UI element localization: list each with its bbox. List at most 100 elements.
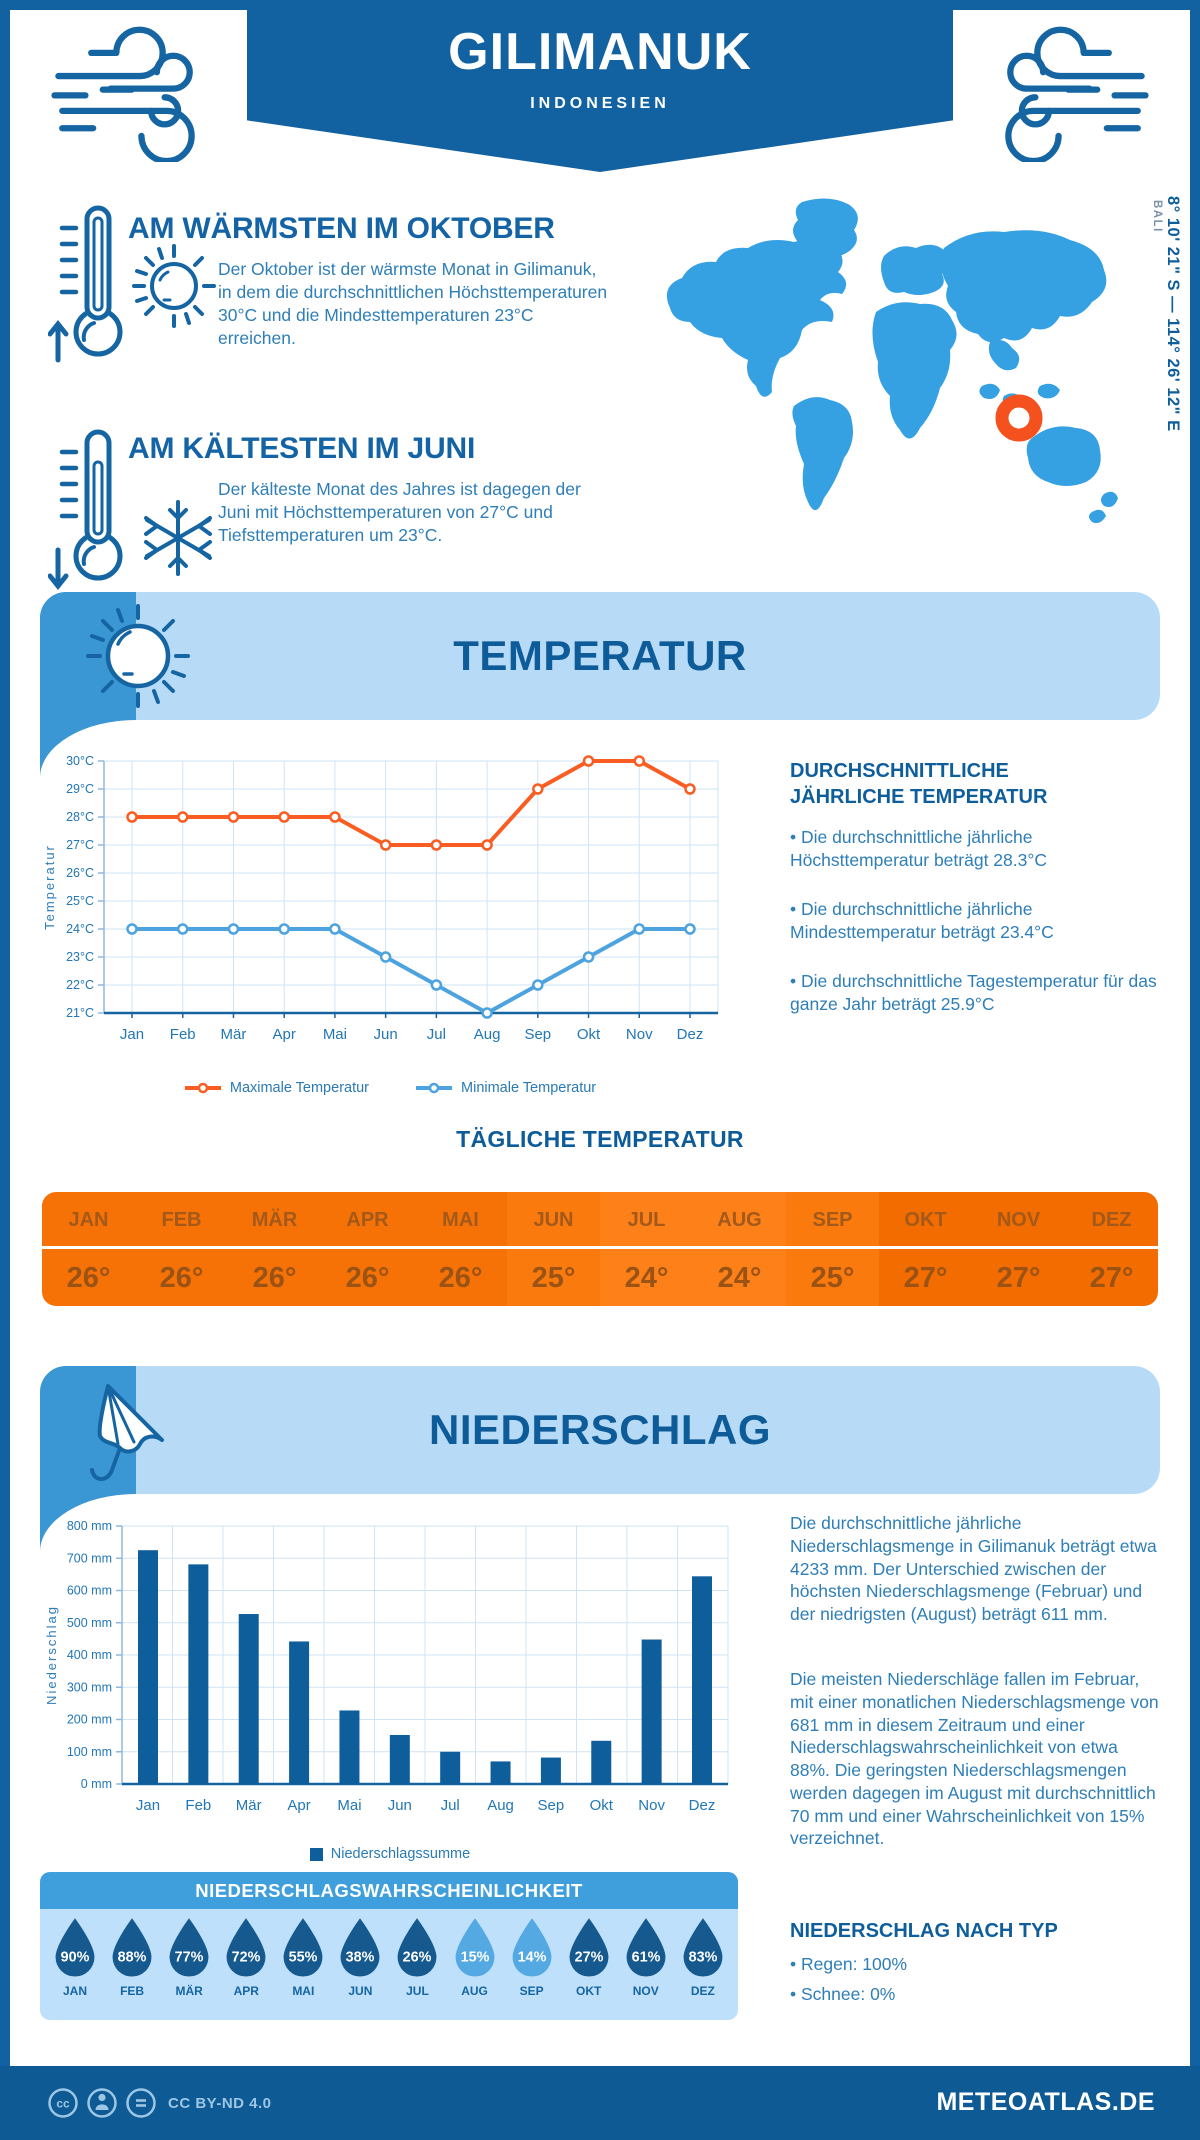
wind-icon — [42, 22, 237, 167]
svg-text:15%: 15% — [460, 1950, 489, 1966]
coordinates-text: 8° 10' 21" S — 114° 26' 12" E — [1164, 196, 1182, 432]
legend-item: Minimale Temperatur — [415, 1080, 596, 1096]
month-label: APR — [233, 1984, 259, 1998]
droplet-icon: 27% — [569, 1918, 609, 1977]
svg-text:Okt: Okt — [590, 1797, 614, 1814]
svg-text:Aug: Aug — [474, 1026, 501, 1043]
svg-text:72%: 72% — [232, 1950, 261, 1966]
svg-text:21°C: 21°C — [66, 1006, 94, 1020]
license-text: CC BY-ND 4.0 — [168, 2094, 272, 2112]
umbrella-banner-icon — [74, 1376, 194, 1501]
daily-temp-column: JUL 24° — [600, 1192, 693, 1306]
month-label: APR — [346, 1209, 389, 1231]
bar — [289, 1641, 310, 1784]
svg-text:Temperatur: Temperatur — [42, 844, 57, 930]
bar — [490, 1761, 511, 1784]
droplet-icon: 26% — [398, 1918, 437, 1977]
svg-text:Jun: Jun — [374, 1026, 398, 1043]
svg-text:Mai: Mai — [323, 1026, 347, 1043]
svg-text:300 mm: 300 mm — [67, 1680, 112, 1694]
probability-droplet: 61% NOV — [621, 1915, 671, 1998]
thermometer-down-icon — [47, 424, 132, 599]
bar — [389, 1734, 410, 1784]
probability-droplet: 15% AUG — [450, 1915, 500, 1998]
precip-probability-panel: NIEDERSCHLAGSWAHRSCHEINLICHKEIT 90% JAN 88… — [40, 1872, 738, 2020]
daily-temp-column: JAN 26° — [42, 1192, 135, 1306]
svg-text:90%: 90% — [61, 1950, 90, 1966]
month-label: FEB — [120, 1984, 145, 1998]
page-title: GILIMANUK — [448, 23, 752, 81]
bar — [540, 1757, 561, 1784]
svg-text:Sep: Sep — [538, 1797, 565, 1814]
daily-temp-heading: TÄGLICHE TEMPERATUR — [456, 1126, 744, 1152]
month-label: MAI — [442, 1209, 479, 1231]
svg-text:0 mm: 0 mm — [81, 1777, 112, 1791]
daily-temp-column: MÄR 26° — [228, 1192, 321, 1306]
precipitation-section-title: NIEDERSCHLAG — [428, 1406, 772, 1453]
month-label: JUN — [348, 1984, 373, 1998]
droplet-icon: 61% — [626, 1918, 666, 1977]
svg-text:Mär: Mär — [221, 1026, 247, 1043]
svg-text:Sep: Sep — [524, 1026, 551, 1043]
banner-cap — [40, 592, 136, 778]
svg-text:26°C: 26°C — [66, 866, 94, 880]
svg-text:28°C: 28°C — [66, 810, 94, 824]
bar — [591, 1740, 612, 1784]
precip-type-heading: NIEDERSCHLAG NACH TYP — [790, 1920, 1058, 1942]
svg-text:26%: 26% — [403, 1950, 432, 1966]
daily-temp-column: SEP 25° — [786, 1192, 879, 1306]
svg-text:100 mm: 100 mm — [67, 1745, 112, 1759]
svg-text:Apr: Apr — [273, 1026, 296, 1043]
month-label: MÄR — [251, 1209, 298, 1231]
month-label: DEZ — [1091, 1209, 1132, 1231]
license-block: cc CC BY-ND 4.0 — [46, 2086, 272, 2120]
svg-text:Nov: Nov — [626, 1026, 653, 1043]
probability-droplet: 72% APR — [221, 1915, 271, 1998]
annual-bullet: Die durchschnittliche jährliche Mindestt… — [790, 898, 1150, 944]
sun-icon — [126, 238, 222, 339]
precip-type-bullet: Regen: 100% — [790, 1953, 1160, 1976]
legend-item: Maximale Temperatur — [184, 1080, 369, 1096]
temperature-chart-legend: Maximale Temperatur Minimale Temperatur — [40, 1080, 740, 1096]
annual-bullet: Die durchschnittliche Tagestemperatur fü… — [790, 970, 1160, 1016]
month-label: FEB — [161, 1209, 202, 1231]
svg-text:Apr: Apr — [287, 1797, 310, 1814]
precip-probability-heading: NIEDERSCHLAGSWAHRSCHEINLICHKEIT — [40, 1872, 738, 1909]
temp-value: 27° — [972, 1246, 1065, 1306]
svg-text:22°C: 22°C — [66, 978, 94, 992]
temp-value: 26° — [135, 1246, 228, 1306]
location-marker — [995, 394, 1043, 442]
droplet-icon: 38% — [340, 1918, 380, 1977]
svg-text:88%: 88% — [118, 1950, 147, 1966]
probability-droplet: 88% FEB — [107, 1915, 157, 1998]
probability-droplet: 55% MAI — [278, 1915, 328, 1998]
coldest-heading: AM KÄLTESTEN IM JUNI — [128, 432, 476, 465]
precip-paragraph-2: Die meisten Niederschläge fallen im Febr… — [790, 1669, 1159, 1849]
svg-text:Jan: Jan — [136, 1797, 160, 1814]
temp-value: 25° — [786, 1246, 879, 1306]
warmest-text: Der Oktober ist der wärmste Monat in Gil… — [218, 259, 608, 349]
month-label: JUL — [627, 1209, 666, 1231]
temp-value: 24° — [600, 1246, 693, 1306]
probability-droplet: 27% OKT — [564, 1915, 614, 1998]
precip-type-bullet: Schnee: 0% — [790, 1983, 1160, 2006]
thermometer-up-icon — [47, 200, 132, 375]
probability-droplet: 38% JUN — [335, 1915, 385, 1998]
svg-text:Feb: Feb — [170, 1026, 196, 1043]
precipitation-banner: NIEDERSCHLAG — [40, 1366, 1160, 1552]
temperature-banner: TEMPERATUR — [40, 592, 1160, 778]
droplet-icon: 83% — [683, 1918, 723, 1977]
svg-text:83%: 83% — [689, 1950, 718, 1966]
svg-text:Jun: Jun — [388, 1797, 412, 1814]
month-label: JAN — [68, 1209, 109, 1231]
annual-temp-heading: DURCHSCHNITTLICHE JÄHRLICHE TEMPERATUR — [790, 760, 1048, 808]
bar — [641, 1639, 662, 1784]
precipitation-chart-legend: Niederschlagssumme — [40, 1846, 740, 1862]
header-banner: GILIMANUK INDONESIEN — [247, 0, 953, 172]
svg-text:14%: 14% — [517, 1950, 546, 1966]
wind-icon — [963, 22, 1158, 167]
month-label: SEP — [812, 1209, 853, 1231]
svg-text:Okt: Okt — [577, 1026, 601, 1043]
month-label: SEP — [519, 1984, 544, 1998]
droplet-icon: 72% — [226, 1918, 266, 1977]
